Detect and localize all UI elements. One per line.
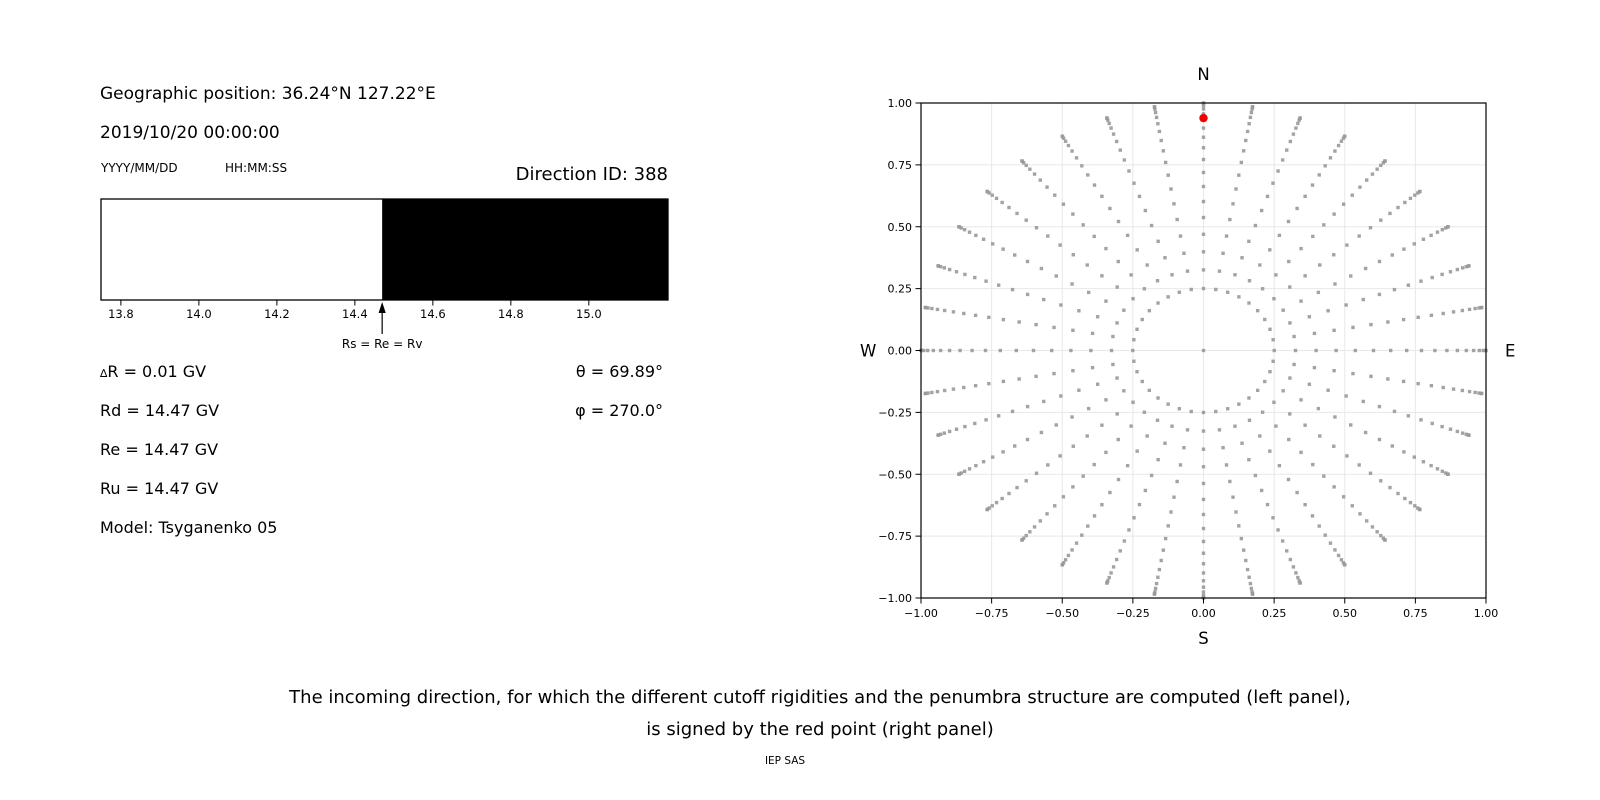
compass-label-s: S bbox=[1198, 629, 1208, 648]
compass-label-w: W bbox=[860, 342, 876, 361]
x-tick-label: 15.0 bbox=[576, 307, 602, 321]
compass-label-e: E bbox=[1505, 342, 1515, 361]
y-tick-label: −0.50 bbox=[878, 468, 912, 481]
caption-line-2: is signed by the red point (right panel) bbox=[646, 719, 994, 740]
time-format-hint: HH:MM:SS bbox=[225, 161, 288, 175]
credit-text: IEP SAS bbox=[764, 755, 806, 767]
penumbra-segments bbox=[101, 199, 668, 300]
x-tick-label: −0.75 bbox=[975, 607, 1009, 620]
x-tick-label: 0.25 bbox=[1262, 607, 1287, 620]
phi-value: φ = 270.0° bbox=[575, 401, 663, 420]
rd-value: Rd = 14.47 GV bbox=[100, 401, 220, 420]
penumbra-frame bbox=[100, 198, 669, 301]
compass-label-n: N bbox=[1197, 65, 1209, 84]
direction-id-text: Direction ID: 388 bbox=[515, 164, 668, 185]
x-axis-ticks: −1.00 −0.75 −0.50 −0.25 0.00 0.25 0.50 0.75 1.00 bbox=[904, 598, 1498, 620]
y-tick-label: 0.50 bbox=[888, 221, 913, 234]
y-tick-label: 1.00 bbox=[888, 97, 913, 110]
y-tick-label: 0.25 bbox=[888, 283, 913, 296]
y-tick-label: 0.00 bbox=[888, 345, 913, 358]
ru-value: Ru = 14.47 GV bbox=[100, 479, 219, 498]
model-text: Model: Tsyganenko 05 bbox=[100, 518, 278, 537]
x-tick-label: 14.4 bbox=[342, 307, 368, 321]
x-tick-label: 0.75 bbox=[1403, 607, 1428, 620]
marker-arrow-head bbox=[378, 302, 386, 313]
rigidity-marker: Rs = Re = Rv bbox=[342, 302, 423, 351]
x-tick-label: 14.6 bbox=[420, 307, 446, 321]
geographic-position-text: Geographic position: 36.24°N 127.22°E bbox=[100, 84, 436, 104]
x-tick-label: 1.00 bbox=[1474, 607, 1499, 620]
penumbra-chart: 13.8 14.0 14.2 14.4 14.6 14.8 15.0 Rs = Re = Rv bbox=[100, 198, 669, 351]
x-tick-label: 0.00 bbox=[1191, 607, 1216, 620]
penumbra-segment-allowed bbox=[101, 199, 383, 300]
marker-label: Rs = Re = Rv bbox=[342, 337, 423, 351]
x-tick-label: 0.50 bbox=[1333, 607, 1358, 620]
delta-r-rest: R = 0.01 GV bbox=[107, 362, 207, 381]
delta-symbol: ∆ bbox=[100, 367, 108, 380]
delta-r-value: ∆R = 0.01 GV bbox=[100, 362, 207, 381]
direction-dots bbox=[919, 101, 1488, 600]
x-tick-label: −1.00 bbox=[904, 607, 938, 620]
x-tick-label: 14.0 bbox=[186, 307, 212, 321]
date-format-hint: YYYY/MM/DD bbox=[101, 161, 178, 175]
y-tick-label: 0.75 bbox=[888, 159, 913, 172]
x-tick-label: 14.2 bbox=[264, 307, 290, 321]
re-value: Re = 14.47 GV bbox=[100, 440, 219, 459]
y-tick-label: −1.00 bbox=[878, 592, 912, 605]
x-tick-label: −0.25 bbox=[1116, 607, 1150, 620]
y-axis-ticks: −1.00 −0.75 −0.50 −0.25 0.00 0.25 0.50 0.75 1.00 bbox=[878, 97, 921, 605]
x-tick-label: 14.8 bbox=[498, 307, 524, 321]
theta-value: θ = 69.89° bbox=[575, 362, 663, 381]
penumbra-x-axis: 13.8 14.0 14.2 14.4 14.6 14.8 15.0 bbox=[108, 300, 602, 321]
penumbra-segment-forbidden bbox=[382, 199, 668, 300]
datetime-text: 2019/10/20 00:00:00 bbox=[100, 123, 280, 143]
x-tick-label: 13.8 bbox=[108, 307, 134, 321]
y-tick-label: −0.75 bbox=[878, 530, 912, 543]
caption-line-1: The incoming direction, for which the di… bbox=[289, 687, 1351, 708]
y-tick-label: −0.25 bbox=[878, 406, 912, 419]
red-point-marker bbox=[1199, 113, 1208, 123]
direction-plot: −1.00 −0.75 −0.50 −0.25 0.00 0.25 0.50 0.75 1.00… bbox=[860, 65, 1515, 648]
x-tick-label: −0.50 bbox=[1045, 607, 1079, 620]
